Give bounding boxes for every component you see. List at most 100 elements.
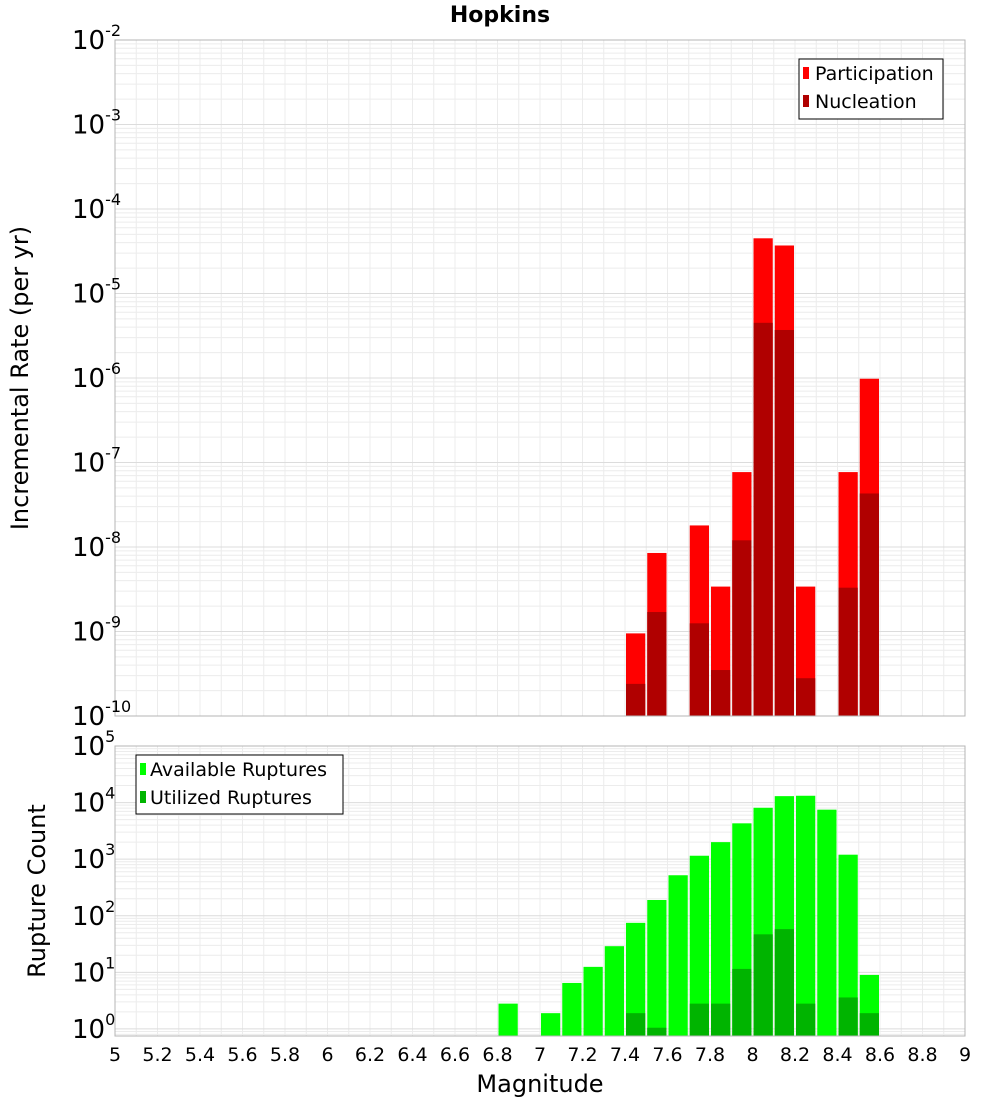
x-tick-label: 7.6 <box>652 1044 682 1066</box>
bar-primary <box>626 922 646 1036</box>
y-tick-exponent: -8 <box>105 528 121 547</box>
y-tick-base: 10 <box>72 1015 105 1045</box>
y-tick-label: 105 <box>72 727 115 762</box>
y-tick-label: 10-2 <box>72 21 121 56</box>
y-tick-base: 10 <box>72 533 105 563</box>
bar-primary <box>498 1003 518 1036</box>
bar-primary <box>541 1013 561 1036</box>
y-tick-base: 10 <box>72 958 105 988</box>
bar-secondary <box>647 1027 667 1036</box>
x-tick-label: 5.6 <box>227 1044 257 1066</box>
y-tick-base: 10 <box>72 195 105 225</box>
y-tick-base: 10 <box>72 902 105 932</box>
y-tick-label: 10-6 <box>72 359 121 394</box>
legend-box <box>798 58 944 120</box>
legend-label: Utilized Ruptures <box>150 787 312 809</box>
y-tick-exponent: 2 <box>105 897 115 916</box>
bar-secondary <box>689 1003 709 1036</box>
bar-secondary <box>774 929 794 1036</box>
x-tick-label: 5.4 <box>185 1044 215 1066</box>
legend-label: Nucleation <box>815 91 917 113</box>
bar-secondary <box>859 1013 879 1036</box>
y-tick-label: 10-7 <box>72 444 121 479</box>
x-tick-label: 7.8 <box>695 1044 725 1066</box>
y-tick-label: 103 <box>72 840 115 875</box>
legend-box <box>135 754 344 815</box>
y-tick-exponent: -3 <box>105 106 121 125</box>
x-tick-label: 8.2 <box>780 1044 810 1066</box>
bar-primary <box>604 946 624 1036</box>
y-tick-label: 100 <box>72 1010 115 1045</box>
x-tick-label: 8 <box>746 1044 758 1066</box>
bar-secondary <box>796 1003 816 1036</box>
bar-primary <box>796 795 816 1036</box>
x-tick-label: 7 <box>534 1044 546 1066</box>
y-tick-base: 10 <box>72 845 105 875</box>
plot-frame <box>114 745 966 1037</box>
legend-swatch <box>140 763 146 775</box>
y-tick-exponent: -9 <box>105 613 121 632</box>
y-tick-exponent: 1 <box>105 953 115 972</box>
bar-primary <box>583 966 603 1036</box>
y-tick-exponent: 3 <box>105 840 115 859</box>
bar-primary <box>668 875 688 1036</box>
y-tick-exponent: -6 <box>105 359 121 378</box>
y-tick-base: 10 <box>72 280 105 310</box>
plot-frame <box>114 39 966 717</box>
bar-secondary <box>711 1003 731 1036</box>
y-tick-base: 10 <box>72 111 105 141</box>
y-tick-exponent: -10 <box>105 697 131 716</box>
x-tick-label: 5.8 <box>270 1044 300 1066</box>
x-tick-label: 6.8 <box>482 1044 512 1066</box>
x-tick-label: 6.6 <box>440 1044 470 1066</box>
y-tick-base: 10 <box>72 449 105 479</box>
y-tick-exponent: 5 <box>105 727 115 746</box>
x-axis-label: Magnitude <box>476 1070 603 1098</box>
x-tick-label: 8.8 <box>907 1044 937 1066</box>
y-tick-base: 10 <box>72 26 105 56</box>
bar-secondary <box>753 322 773 716</box>
y-tick-label: 10-3 <box>72 106 121 141</box>
y-tick-exponent: 4 <box>105 784 115 803</box>
bar-secondary <box>753 934 773 1036</box>
x-tick-label: 5 <box>109 1044 121 1066</box>
y-tick-base: 10 <box>72 364 105 394</box>
bar-primary <box>562 982 582 1036</box>
bar-secondary <box>859 493 879 716</box>
bar-primary <box>647 899 667 1036</box>
x-tick-label: 9 <box>959 1044 971 1066</box>
y-tick-label: 10-9 <box>72 613 121 648</box>
legend-label: Available Ruptures <box>150 759 327 781</box>
y-tick-base: 10 <box>72 789 105 819</box>
y-tick-exponent: -2 <box>105 21 121 40</box>
x-tick-label: 7.2 <box>567 1044 597 1066</box>
bar-primary <box>817 809 837 1036</box>
y-axis-label: Incremental Rate (per yr) <box>6 226 34 530</box>
y-tick-label: 10-8 <box>72 528 121 563</box>
y-tick-label: 10-4 <box>72 190 121 225</box>
bar-secondary <box>647 612 667 716</box>
bar-secondary <box>732 540 752 716</box>
y-tick-base: 10 <box>72 732 105 762</box>
x-tick-label: 6 <box>321 1044 333 1066</box>
bar-secondary <box>711 670 731 716</box>
legend-swatch <box>803 67 809 79</box>
bar-secondary <box>838 587 858 716</box>
y-tick-label: 101 <box>72 953 115 988</box>
bar-secondary <box>774 329 794 716</box>
bar-secondary <box>838 997 858 1036</box>
bar-secondary <box>796 678 816 716</box>
y-tick-exponent: -7 <box>105 444 121 463</box>
bar-secondary <box>732 968 752 1036</box>
x-tick-label: 8.6 <box>865 1044 895 1066</box>
y-tick-label: 102 <box>72 897 115 932</box>
y-tick-label: 104 <box>72 784 115 819</box>
legend-label: Participation <box>815 63 934 85</box>
x-tick-label: 7.4 <box>610 1044 640 1066</box>
bar-primary <box>711 842 731 1036</box>
bar-secondary <box>626 683 646 716</box>
bar-primary <box>838 854 858 1036</box>
y-tick-base: 10 <box>72 702 105 732</box>
